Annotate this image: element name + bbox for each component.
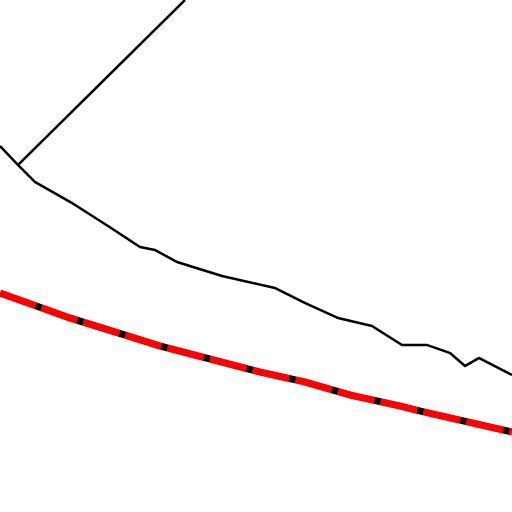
- boundary-line: [0, 145, 512, 377]
- railway-line: [0, 289, 512, 436]
- road-diagonal-line: [17, 0, 186, 166]
- railway-dash: [0, 289, 512, 436]
